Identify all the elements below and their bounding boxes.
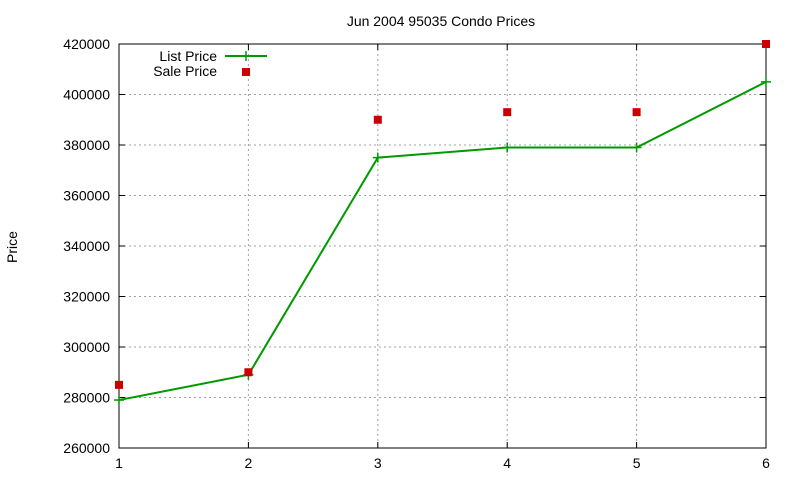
y-tick-label: 380000 — [63, 137, 110, 153]
y-tick-label: 400000 — [63, 87, 110, 103]
x-tick-label: 2 — [245, 455, 253, 471]
y-tick-label: 420000 — [63, 36, 110, 52]
data-point-sale-price — [244, 368, 253, 377]
data-point-sale-price — [503, 108, 512, 117]
legend-label-sale-price: Sale Price — [153, 63, 217, 79]
legend-swatch-sale-price — [242, 68, 250, 76]
y-axis-label: Price — [4, 231, 20, 263]
y-tick-label: 340000 — [63, 238, 110, 254]
data-point-sale-price — [762, 40, 770, 48]
grid — [119, 44, 766, 448]
y-tick-label: 260000 — [63, 440, 110, 456]
y-tick-label: 320000 — [63, 289, 110, 305]
x-tick-label: 6 — [762, 455, 770, 471]
legend-label-list-price: List Price — [159, 48, 217, 64]
data-point-sale-price — [115, 380, 123, 389]
x-tick-label: 5 — [633, 455, 641, 471]
plot-frame — [118, 43, 767, 449]
x-tick-label: 3 — [374, 455, 382, 471]
data-point-list-price — [114, 395, 124, 406]
y-tick-label: 280000 — [63, 390, 110, 406]
y-tick-label: 300000 — [63, 339, 110, 355]
x-tick-label: 4 — [503, 455, 511, 471]
data-point-sale-price — [373, 115, 382, 124]
series — [114, 40, 771, 406]
data-point-list-price — [502, 142, 513, 153]
series-line-list-price — [118, 80, 767, 402]
data-point-list-price — [631, 142, 642, 153]
legend-marker-square — [242, 68, 250, 76]
legend: List Price Sale Price — [153, 48, 267, 79]
axis-ticks: 260000 280000 300000 320000 340000 360000 3800… — [63, 36, 770, 471]
y-tick-label: 360000 — [63, 188, 110, 204]
data-point-list-price — [372, 152, 383, 163]
legend-marker-plus — [241, 51, 251, 61]
legend-swatch-list-price — [225, 51, 267, 61]
data-point-sale-price — [632, 108, 641, 117]
x-tick-label: 1 — [115, 455, 123, 471]
data-point-list-price — [761, 76, 771, 87]
chart-title: Jun 2004 95035 Condo Prices — [347, 13, 535, 29]
